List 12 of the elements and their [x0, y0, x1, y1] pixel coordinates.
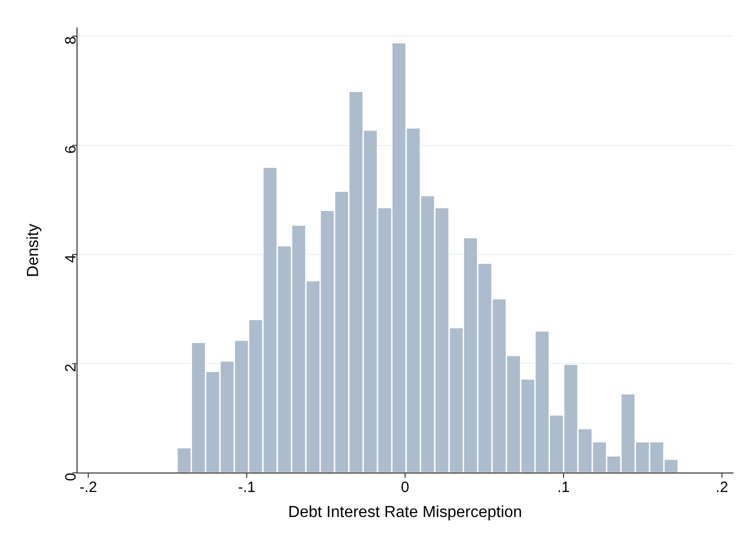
- x-tick-label: .2: [716, 478, 728, 496]
- y-tick-label: 8: [62, 36, 80, 45]
- y-tick-label: 6: [62, 145, 80, 154]
- x-tick-label: -.2: [80, 478, 98, 496]
- y-tick-label: 2: [62, 364, 80, 372]
- x-tick-label: .1: [557, 478, 570, 496]
- y-tick-label: 0: [62, 472, 80, 482]
- x-tick-label: 0: [400, 478, 410, 496]
- x-tick-label: -.1: [238, 478, 256, 496]
- y-tick-label: 4: [62, 254, 80, 263]
- x-axis-title: Debt Interest Rate Misperception: [288, 504, 522, 521]
- y-axis-title: Density: [25, 224, 42, 278]
